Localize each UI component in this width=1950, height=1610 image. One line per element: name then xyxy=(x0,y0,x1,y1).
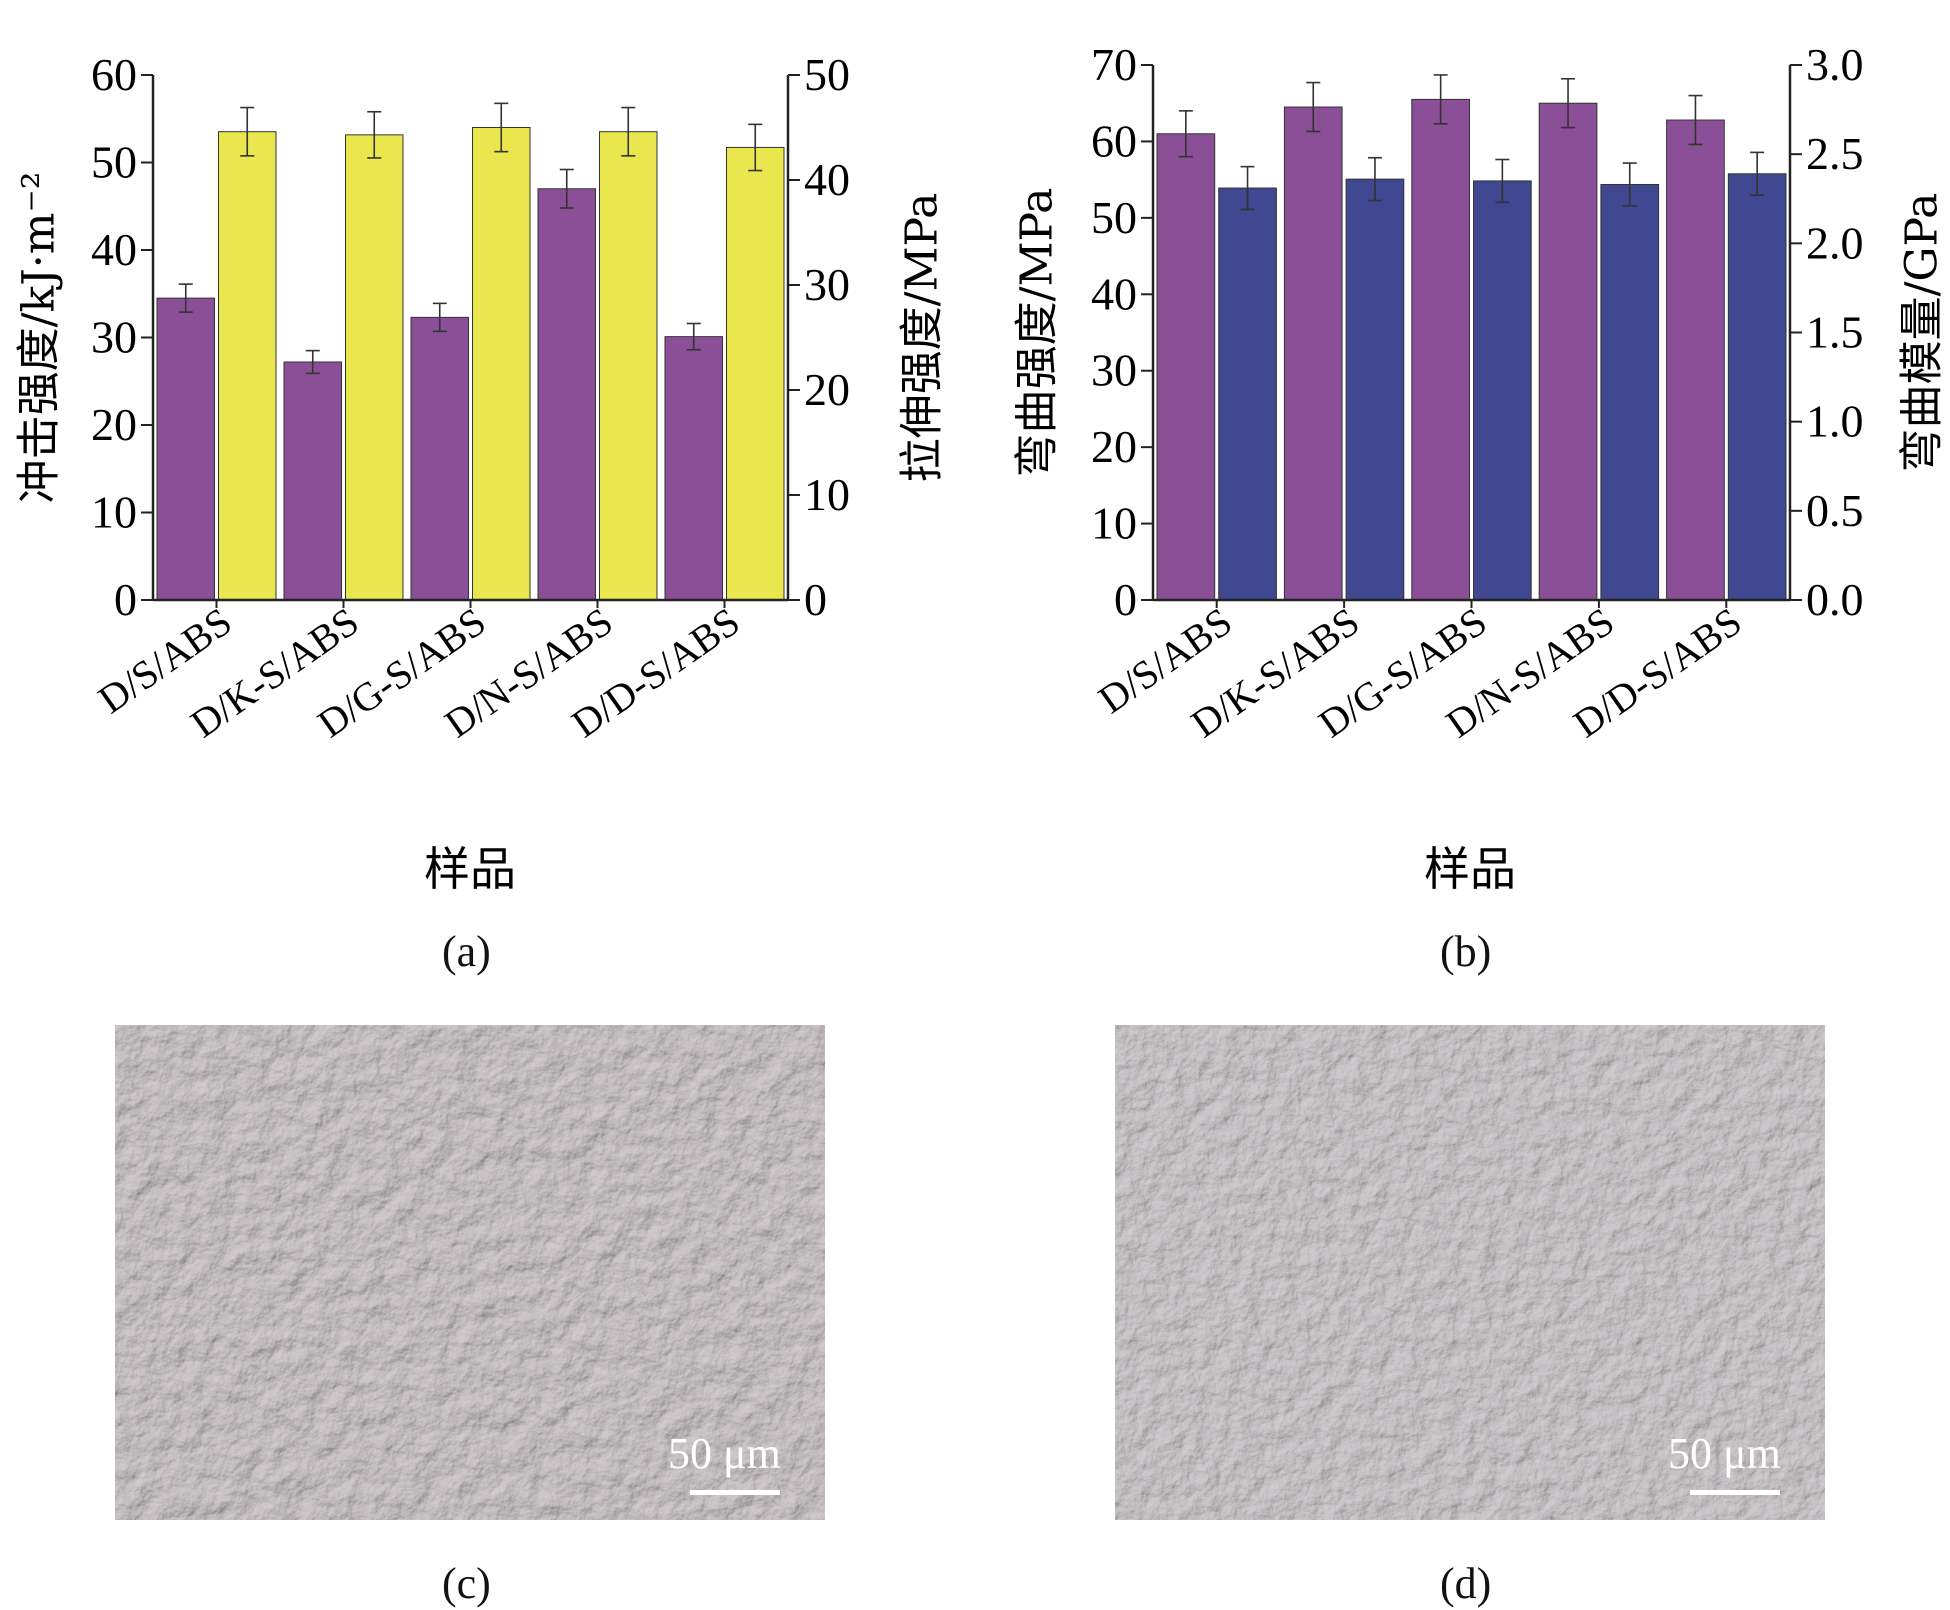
error-bar-a-s1-0 xyxy=(240,106,255,157)
right-axis-label-a: 拉伸强度/MPa xyxy=(897,193,948,483)
chart-a: D/S/ABSD/K-S/ABSD/G-S/ABSD/N-S/ABSD/D-S/… xyxy=(14,49,948,896)
error-bar-a-s0-2 xyxy=(432,302,447,333)
left-tick-label-b-5: 50 xyxy=(1091,192,1137,243)
error-bar-a-s0-3 xyxy=(559,168,574,209)
error-bar-b-s0-0 xyxy=(1178,110,1193,158)
caption-d: (d) xyxy=(1440,1559,1492,1608)
bar-b-s1-4 xyxy=(1727,173,1787,601)
right-tick-label-b-6: 3.0 xyxy=(1806,39,1864,90)
error-bar-b-s0-2 xyxy=(1433,74,1448,125)
bar-b-s0-0 xyxy=(1156,133,1216,601)
error-bar-b-s1-2 xyxy=(1495,158,1510,204)
left-tick-label-b-4: 40 xyxy=(1091,268,1137,319)
right-tick-label-b-2: 1.0 xyxy=(1806,396,1864,447)
chart-b: D/S/ABSD/K-S/ABSD/G-S/ABSD/N-S/ABSD/D-S/… xyxy=(1012,39,1948,896)
bar-b-s1-1 xyxy=(1345,178,1405,601)
caption-a: (a) xyxy=(442,927,491,976)
bar-a-s0-0 xyxy=(156,297,215,601)
right-tick-label-a-5: 50 xyxy=(804,49,850,100)
scale-bar-c xyxy=(690,1490,780,1495)
error-bar-a-s0-1 xyxy=(305,349,320,375)
error-bar-a-s1-1 xyxy=(367,110,382,159)
bar-b-s0-3 xyxy=(1538,102,1598,601)
error-bar-b-s1-0 xyxy=(1240,165,1255,211)
left-tick-label-a-4: 40 xyxy=(91,224,137,275)
bar-a-s1-2 xyxy=(472,127,531,601)
sem-micrograph-d xyxy=(1115,1025,1825,1520)
error-bar-b-s1-3 xyxy=(1622,162,1637,207)
error-bar-b-s1-1 xyxy=(1367,156,1382,202)
error-bar-a-s0-4 xyxy=(686,322,701,351)
bar-a-s0-1 xyxy=(283,361,342,601)
bar-b-s1-0 xyxy=(1218,187,1277,601)
bar-a-s1-4 xyxy=(726,146,785,601)
bar-a-s1-1 xyxy=(345,134,404,601)
bar-b-s0-4 xyxy=(1666,119,1725,601)
caption-c: (c) xyxy=(442,1559,491,1608)
left-tick-label-a-1: 10 xyxy=(91,487,137,538)
left-tick-label-a-3: 30 xyxy=(91,312,137,363)
left-tick-label-b-7: 70 xyxy=(1091,39,1137,90)
bar-b-s1-3 xyxy=(1600,183,1660,601)
left-tick-label-a-5: 50 xyxy=(91,137,137,188)
left-tick-label-b-1: 10 xyxy=(1091,498,1137,549)
error-bar-a-s0-0 xyxy=(178,283,193,313)
right-tick-label-b-0: 0.0 xyxy=(1806,574,1864,625)
scale-label-d: 50 μm xyxy=(1668,1429,1781,1478)
right-axis-label-b: 弯曲模量/GPa xyxy=(1897,193,1948,473)
error-bar-b-s0-4 xyxy=(1688,94,1703,146)
right-tick-label-b-1: 0.5 xyxy=(1806,485,1864,536)
right-tick-label-a-3: 30 xyxy=(804,259,850,310)
right-tick-label-b-4: 2.0 xyxy=(1806,217,1864,268)
left-tick-label-b-3: 30 xyxy=(1091,345,1137,396)
left-tick-label-b-2: 20 xyxy=(1091,421,1137,472)
error-bar-b-s1-4 xyxy=(1750,151,1765,196)
bar-b-s1-2 xyxy=(1473,180,1532,601)
error-bar-b-s0-3 xyxy=(1561,77,1576,129)
right-tick-label-a-4: 40 xyxy=(804,154,850,205)
x-axis-label-b: 样品 xyxy=(1424,842,1516,896)
left-tick-label-a-0: 0 xyxy=(114,574,137,625)
right-tick-label-a-2: 20 xyxy=(804,364,850,415)
left-tick-label-a-2: 20 xyxy=(91,399,137,450)
error-bar-b-s0-1 xyxy=(1306,81,1321,133)
bar-a-s0-2 xyxy=(410,316,469,601)
left-axis-label-a: 冲击强度/kJ·m⁻² xyxy=(14,172,65,504)
bar-a-s0-3 xyxy=(537,188,596,601)
bar-a-s1-0 xyxy=(218,131,277,601)
error-bar-a-s1-3 xyxy=(621,106,636,157)
left-axis-label-b: 弯曲强度/MPa xyxy=(1012,188,1063,478)
right-tick-label-b-5: 2.5 xyxy=(1806,128,1864,179)
error-bar-a-s1-4 xyxy=(748,123,763,172)
bar-a-s1-3 xyxy=(599,131,658,601)
caption-b: (b) xyxy=(1440,927,1492,976)
scale-label-c: 50 μm xyxy=(668,1429,781,1478)
left-tick-label-a-6: 60 xyxy=(91,49,137,100)
bar-b-s0-1 xyxy=(1283,106,1343,601)
bar-a-s0-4 xyxy=(664,336,723,601)
sem-micrograph-c xyxy=(115,1025,825,1520)
bar-b-s0-2 xyxy=(1411,98,1471,601)
left-tick-label-b-0: 0 xyxy=(1114,574,1137,625)
x-axis-label-a: 样品 xyxy=(424,842,516,896)
scale-bar-d xyxy=(1690,1490,1780,1495)
right-tick-label-a-0: 0 xyxy=(804,574,827,625)
right-tick-label-a-1: 10 xyxy=(804,469,850,520)
left-tick-label-b-6: 60 xyxy=(1091,115,1137,166)
right-tick-label-b-3: 1.5 xyxy=(1806,307,1864,358)
error-bar-a-s1-2 xyxy=(494,102,509,153)
